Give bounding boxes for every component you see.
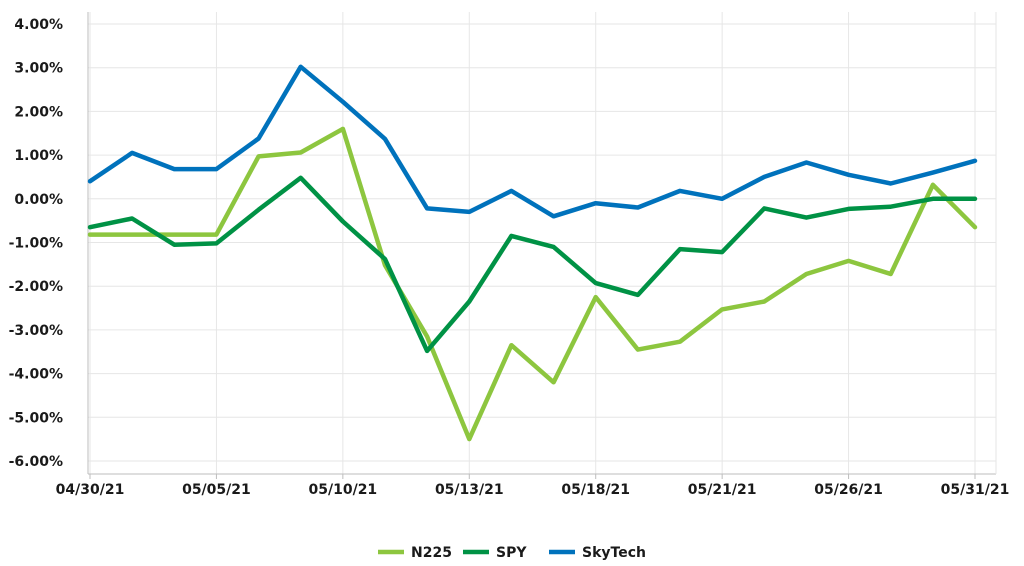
x-tick-label: 04/30/21 bbox=[56, 482, 125, 498]
x-tick-label: 05/13/21 bbox=[435, 482, 504, 498]
legend-label: SkyTech bbox=[582, 545, 646, 561]
series-line-skytech bbox=[87, 64, 978, 219]
y-tick-label: 1.00% bbox=[14, 148, 63, 164]
legend-item-spy: SPY bbox=[463, 545, 527, 561]
x-tick-label: 05/31/21 bbox=[941, 482, 1010, 498]
y-tick-label: -6.00% bbox=[9, 454, 63, 470]
y-tick-label: -1.00% bbox=[9, 236, 63, 252]
series-line-spy bbox=[87, 175, 978, 354]
x-tick-label: 05/05/21 bbox=[182, 482, 251, 498]
axes bbox=[87, 12, 997, 479]
y-tick-label: 0.00% bbox=[14, 192, 63, 208]
y-tick-label: 4.00% bbox=[14, 17, 63, 33]
y-axis-tick-labels: 4.00% 3.00% 2.00% 1.00% 0.00% -1.00% -2.00% -3.… bbox=[9, 17, 63, 470]
legend-item-skytech: SkyTech bbox=[549, 545, 646, 561]
x-tick-label: 05/18/21 bbox=[561, 482, 630, 498]
y-tick-label: -3.00% bbox=[9, 323, 63, 339]
y-tick-label: 2.00% bbox=[14, 104, 63, 120]
x-tick-label: 05/10/21 bbox=[309, 482, 378, 498]
series-lines bbox=[87, 64, 978, 442]
legend-item-n225: N225 bbox=[378, 545, 452, 561]
x-tick-label: 05/26/21 bbox=[814, 482, 883, 498]
legend-label: N225 bbox=[411, 545, 452, 561]
y-tick-label: -4.00% bbox=[9, 367, 63, 383]
y-tick-label: 3.00% bbox=[14, 61, 63, 77]
y-tick-label: -5.00% bbox=[9, 410, 63, 426]
legend: N225 SPY SkyTech bbox=[378, 545, 646, 561]
x-tick-label: 05/21/21 bbox=[688, 482, 757, 498]
y-tick-label: -2.00% bbox=[9, 279, 63, 295]
legend-label: SPY bbox=[496, 545, 527, 561]
x-axis-tick-labels: 04/30/21 05/05/21 05/10/21 05/13/21 05/18/21… bbox=[56, 482, 1010, 498]
series-line-n225 bbox=[87, 126, 978, 442]
